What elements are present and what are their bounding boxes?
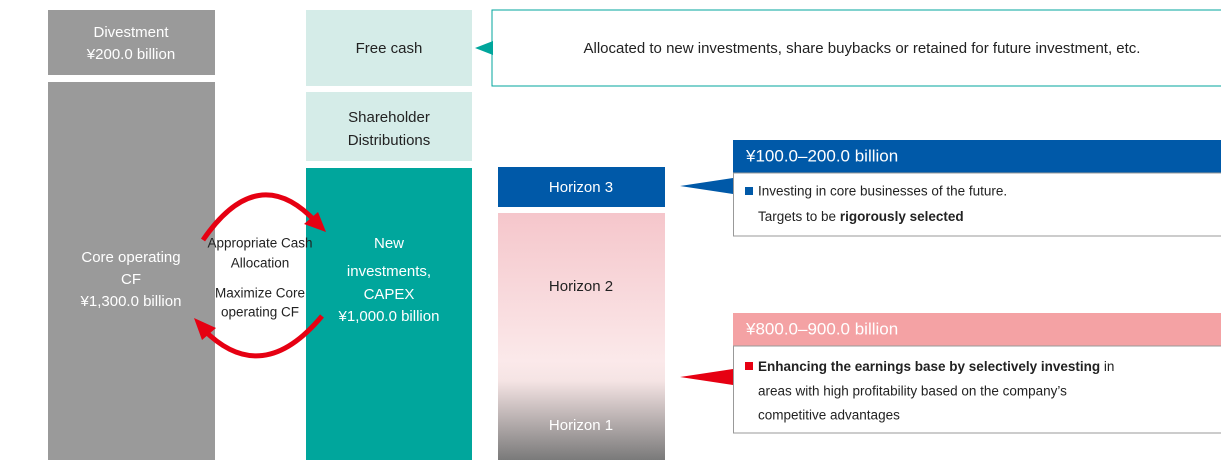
label: Targets to be rigorously selected [758,209,964,224]
bullet [745,187,753,195]
label: Horizon 3 [549,179,613,196]
label: Free cash [356,40,423,57]
divestment-box [48,10,215,75]
label: ¥800.0–900.0 billion [745,319,898,338]
label: Horizon 1 [549,417,613,434]
label: Allocated to new investments, share buyb… [584,40,1141,57]
label: Targets to be [758,209,840,224]
callout-header [733,313,1221,346]
label: Investing in core businesses of the futu… [758,184,1007,199]
label: competitive advantages [758,408,900,423]
callout-body [733,345,1221,434]
label: New [374,235,404,252]
label: ¥1,000.0 billion [338,308,440,325]
label: Distributions [348,132,431,149]
cycle-arrow [200,192,318,242]
label: Enhancing the earnings base by selective… [758,359,1100,374]
label: ¥100.0–200.0 billion [745,146,898,165]
core-cf-box [48,82,215,460]
label: Divestment [93,24,169,41]
pointer [680,178,733,194]
label: Allocation [231,256,290,271]
label: investments, [347,263,431,280]
horizon-12-box [498,213,665,460]
label: CAPEX [364,286,415,303]
label: Maximize Core [215,286,305,301]
callout-header [733,140,1221,173]
pointer [680,369,733,385]
bullet [745,362,753,370]
label: in [1100,359,1114,374]
callout-body [733,172,1221,237]
label: ¥200.0 billion [86,46,175,63]
label: ¥1,300.0 billion [80,293,182,310]
arrowhead [304,212,326,232]
label: Horizon 2 [549,278,613,295]
label: Appropriate Cash [207,236,312,251]
label: Core operating [81,249,180,266]
pointer [475,41,493,55]
new-investments-box [306,168,472,460]
horizon-3-box [498,167,665,207]
cycle-arrow [202,314,324,359]
shareholder-box [306,92,472,161]
label: rigorously selected [840,209,964,224]
label: operating CF [221,305,299,320]
arrowhead [194,318,216,340]
label: Enhancing the earnings base by selective… [758,359,1114,374]
label: Shareholder [348,109,430,126]
free-cash-box [306,10,472,86]
label: CF [121,271,141,288]
label: areas with high profitability based on t… [758,384,1067,399]
